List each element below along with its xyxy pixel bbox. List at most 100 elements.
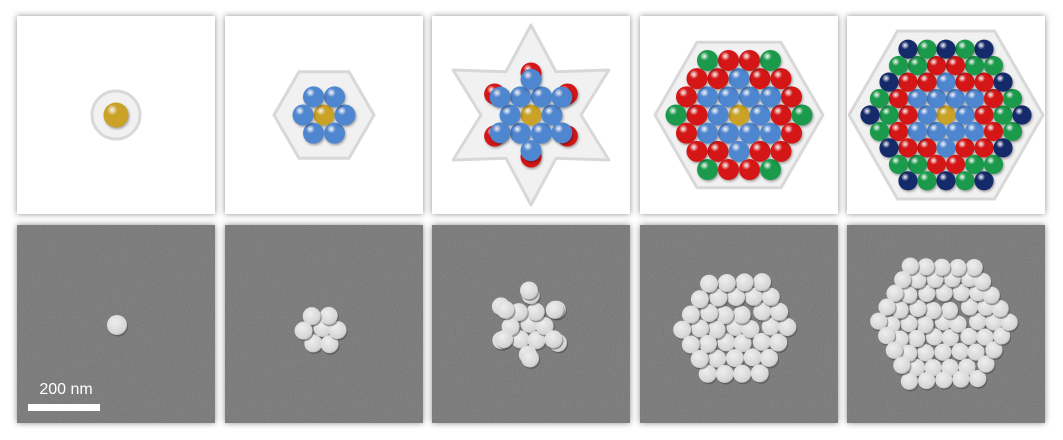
schematic-panel-3 (432, 16, 630, 214)
sphere-shell2_red (718, 159, 740, 182)
sphere-shell1 (749, 104, 772, 127)
sem-panel-2 (225, 225, 423, 423)
sphere-shell1 (303, 86, 325, 109)
sphere-shell1 (697, 86, 719, 109)
sphere-shell2_red (676, 122, 698, 146)
sphere-shell1 (739, 86, 761, 109)
sphere-shell4_navy (860, 105, 881, 127)
sem-particle (690, 350, 710, 370)
sphere-core (313, 104, 336, 127)
sphere-shell3_green (955, 39, 976, 61)
sphere-shell2_red (749, 140, 772, 164)
sem-particle (917, 258, 936, 277)
sem-particle (715, 306, 735, 326)
sem-particle (698, 334, 718, 355)
sem-particle (673, 320, 693, 341)
sphere-shell2_red (739, 49, 761, 73)
sem-particle (934, 343, 953, 363)
sem-particle (725, 349, 745, 369)
sphere-shell1 (936, 72, 957, 94)
sphere-shell3_green (697, 159, 719, 182)
sem-particle (320, 335, 340, 355)
sphere-shell3_green (760, 49, 782, 73)
sem-particle (744, 287, 764, 308)
sphere-shell1 (531, 86, 553, 109)
sphere-shell2_red (770, 104, 793, 127)
sem-particle (951, 342, 970, 362)
sem-image-2 (225, 225, 423, 423)
sem-particle (918, 284, 937, 304)
schematic-hexagram (451, 23, 611, 207)
sem-particle (700, 274, 720, 295)
sem-particle (901, 257, 920, 277)
scale-bar (28, 404, 100, 411)
sphere-shell3_green (869, 121, 891, 143)
sphere-shell2_red (770, 68, 793, 91)
schematic-panel-4 (640, 16, 838, 214)
sem-panel-3 (432, 225, 630, 423)
sphere-shell2_red (888, 88, 910, 110)
sem-particle (700, 304, 720, 324)
sem-particle (973, 272, 993, 292)
sphere-shell3_green (917, 39, 938, 61)
sphere-shell1 (520, 140, 543, 163)
sem-particle (908, 329, 927, 349)
sphere-shell3_green (1002, 121, 1024, 143)
sem-particle (778, 318, 798, 338)
sphere-shell2_red (686, 140, 709, 164)
sphere-shell2_red (718, 49, 740, 73)
sphere-shell2_red (974, 105, 995, 127)
sem-particle (878, 298, 897, 318)
sem-particle (952, 284, 971, 303)
sphere-shell1 (728, 140, 751, 164)
sem-particle (952, 370, 971, 390)
sem-particle (302, 307, 322, 327)
sphere-shell3_green (983, 56, 1005, 77)
sem-particle (993, 327, 1012, 347)
sphere-shell2_red (686, 104, 709, 127)
sphere-shell2_red (898, 105, 919, 127)
sphere-shell2_red (974, 72, 995, 94)
sphere-shell1 (907, 88, 929, 110)
sphere-shell1 (955, 105, 976, 127)
sem-particle (769, 333, 789, 353)
sphere-shell3_green (1002, 88, 1024, 110)
sem-particle (894, 271, 913, 290)
sem-particle (760, 348, 780, 369)
sem-particle (924, 301, 943, 321)
sem-particle (965, 258, 984, 278)
sem-particle (496, 300, 516, 321)
sem-particle (900, 372, 919, 392)
sem-particle (733, 334, 753, 354)
sphere-shell2_red (707, 140, 730, 164)
sem-particle (761, 287, 781, 308)
sphere-shell3_green (964, 56, 986, 77)
sem-image-5 (847, 225, 1045, 423)
sphere-shell1 (520, 68, 543, 92)
sem-particle (294, 321, 314, 342)
sphere-shell3_green (907, 154, 929, 176)
sphere-shell3_green (879, 105, 900, 127)
sphere-shell2_red (917, 72, 938, 94)
schematic-hexagon-xlarge (847, 29, 1045, 201)
sem-particle (545, 300, 565, 321)
sem-particle (940, 301, 960, 321)
schematic-hexagon-large (653, 40, 825, 190)
sphere-shell2_red (739, 159, 761, 182)
sphere-shell2_red (676, 86, 698, 109)
sem-particle (977, 355, 996, 375)
sem-image-3 (432, 225, 630, 423)
sem-particle (752, 332, 772, 353)
sphere-shell1 (499, 104, 522, 127)
sem-particle (495, 330, 515, 350)
sphere-shell4_navy (898, 39, 919, 61)
sem-particle (770, 302, 790, 323)
sem-particle (893, 356, 912, 376)
sem-particle (960, 298, 980, 318)
schematic-panel-1 (17, 16, 215, 214)
sem-particle (527, 331, 547, 351)
sem-particle (949, 259, 968, 278)
sphere-shell1 (964, 88, 986, 110)
sphere-shell3_green (869, 88, 891, 110)
sphere-shell2_red (686, 68, 709, 91)
